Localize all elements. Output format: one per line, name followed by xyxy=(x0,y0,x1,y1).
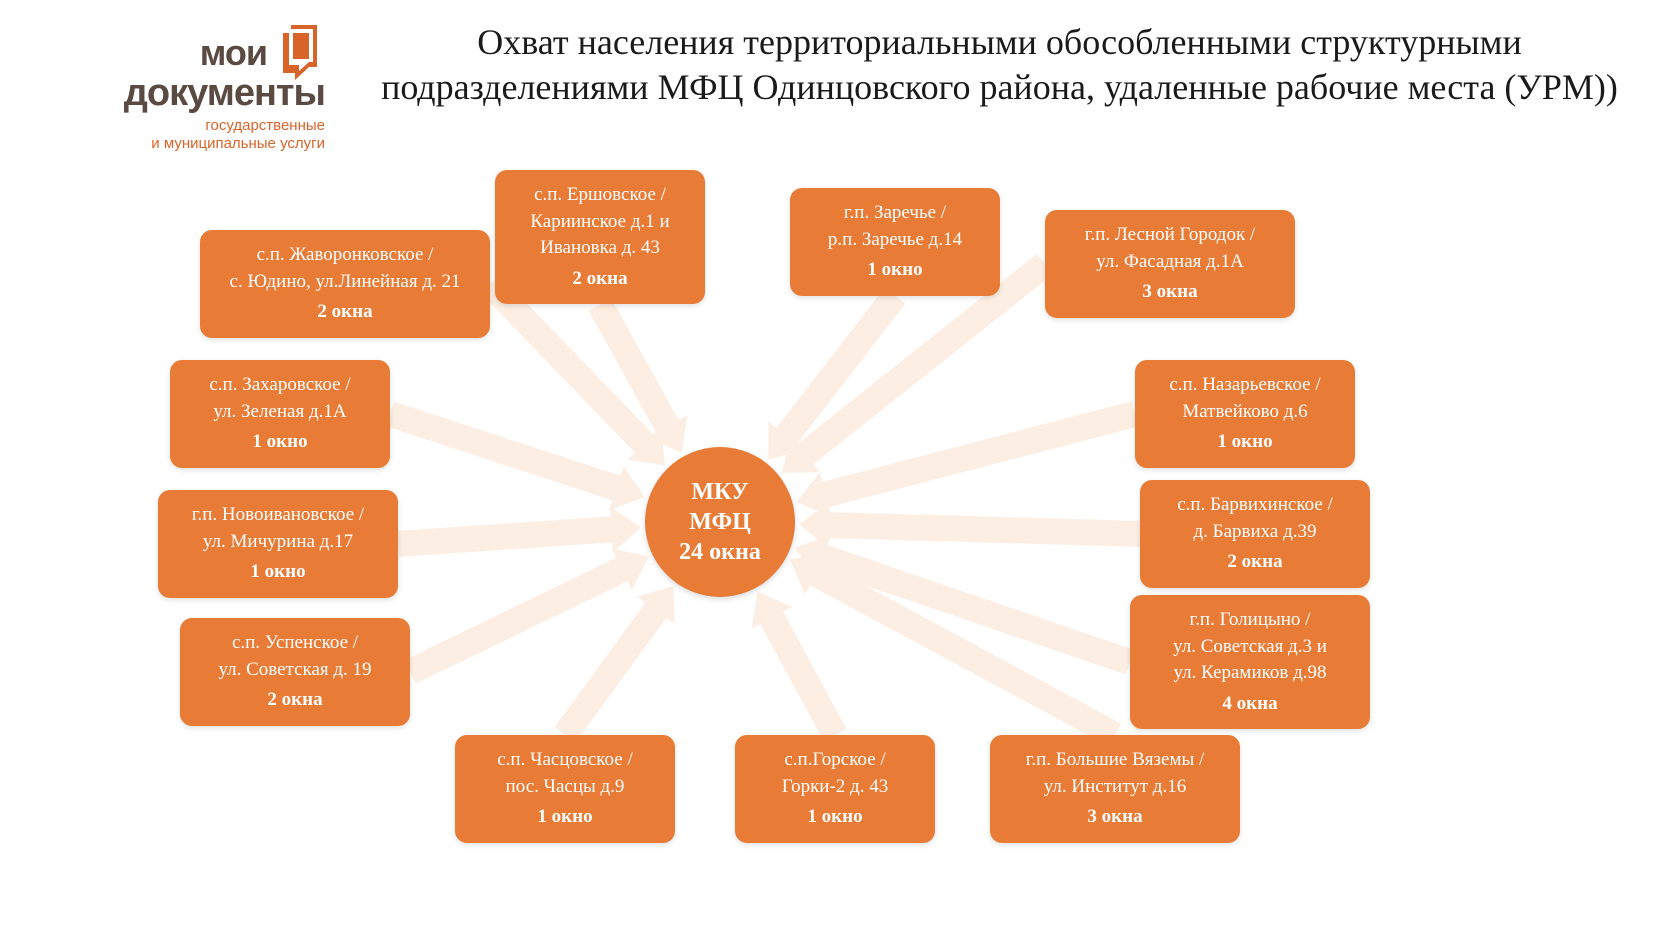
node-label-line: ул. Советская д. 19 xyxy=(198,657,392,684)
logo-icon xyxy=(275,25,325,80)
node-label-line: с.п. Жаворонковское / xyxy=(218,242,472,269)
center-line2: МФЦ xyxy=(689,507,751,537)
logo: мои документы государственные и муниципа… xyxy=(15,25,325,153)
node-label-line: г.п. Новоивановское / xyxy=(176,502,380,529)
node-zakharovskoe: с.п. Захаровское /ул. Зеленая д.1А 1 окно xyxy=(170,360,390,468)
node-label-line: ул. Зеленая д.1А xyxy=(188,399,372,426)
arrow-nazarievskoe xyxy=(796,401,1138,517)
node-label-line: с.п. Назарьевское / xyxy=(1153,372,1337,399)
arrow-vyazemy xyxy=(790,554,1122,747)
logo-subtitle: государственные и муниципальные услуги xyxy=(15,117,325,153)
node-label-line: с.п. Ершовское / xyxy=(513,182,687,209)
node-label-line: с.п. Успенское / xyxy=(198,630,392,657)
node-windows: 3 окна xyxy=(1063,279,1277,306)
arrow-chastsovskoe xyxy=(555,586,675,743)
node-label-line: р.п. Заречье д.14 xyxy=(808,227,982,254)
node-label-line: с.п. Барвихинское / xyxy=(1158,492,1352,519)
node-label-line: ул. Советская д.3 и xyxy=(1148,634,1352,661)
node-label-line: г.п. Большие Вяземы / xyxy=(1008,747,1222,774)
node-label-line: ул. Керамиков д.98 xyxy=(1148,660,1352,687)
node-label-line: ул. Мичурина д.17 xyxy=(176,529,380,556)
node-label-line: ул. Институт д.16 xyxy=(1008,774,1222,801)
node-label-line: пос. Часцы д.9 xyxy=(473,774,657,801)
arrow-zakharovskoe xyxy=(386,402,645,510)
node-windows: 1 окно xyxy=(176,559,380,586)
node-label-line: с. Юдино, ул.Линейная д. 21 xyxy=(218,269,472,296)
node-label-line: г.п. Голицыно / xyxy=(1148,607,1352,634)
node-barvikhinskoe: с.п. Барвихинское /д. Барвиха д.39 2 окна xyxy=(1140,480,1370,588)
node-label-line: г.п. Заречье / xyxy=(808,200,982,227)
node-label-line: Матвейково д.6 xyxy=(1153,399,1337,426)
node-zarechie: г.п. Заречье /р.п. Заречье д.14 1 окно xyxy=(790,188,1000,296)
node-windows: 2 окна xyxy=(1158,549,1352,576)
node-label-line: д. Барвиха д.39 xyxy=(1158,519,1352,546)
node-windows: 1 окно xyxy=(808,257,982,284)
node-zhavoronkovskoe: с.п. Жаворонковское /с. Юдино, ул.Линейн… xyxy=(200,230,490,338)
node-windows: 3 окна xyxy=(1008,804,1222,831)
node-label-line: с.п.Горское / xyxy=(753,747,917,774)
node-windows: 2 окна xyxy=(513,266,687,293)
center-line3: 24 окна xyxy=(679,537,761,567)
arrow-uspenskoe xyxy=(404,549,649,684)
node-lesnoy: г.п. Лесной Городок /ул. Фасадная д.1А 3 … xyxy=(1045,210,1295,318)
node-label-line: Горки-2 д. 43 xyxy=(753,774,917,801)
arrow-zarechie xyxy=(768,288,905,460)
node-windows: 2 окна xyxy=(198,687,392,714)
node-windows: 1 окно xyxy=(753,804,917,831)
node-chastsovskoe: с.п. Часцовское /пос. Часцы д.9 1 окно xyxy=(455,735,675,843)
node-label-line: с.п. Часцовское / xyxy=(473,747,657,774)
node-golitsyno: г.п. Голицыно /ул. Советская д.3 иул. Ке… xyxy=(1130,595,1370,729)
center-line1: МКУ xyxy=(691,477,748,507)
node-gorskoe: с.п.Горское /Горки-2 д. 43 1 окно xyxy=(735,735,935,843)
center-node: МКУМФЦ24 окна xyxy=(645,447,795,597)
arrow-gorskoe xyxy=(752,592,847,742)
logo-text-top: мои xyxy=(200,32,267,74)
node-ershovskoe: с.п. Ершовское /Кариинское д.1 иИвановка… xyxy=(495,170,705,304)
node-uspenskoe: с.п. Успенское /ул. Советская д. 19 2 окн… xyxy=(180,618,410,726)
node-vyazemy: г.п. Большие Вяземы /ул. Институт д.16 3 … xyxy=(990,735,1240,843)
arrow-ershovskoe xyxy=(589,298,688,453)
node-nazarievskoe: с.п. Назарьевское /Матвейково д.6 1 окно xyxy=(1135,360,1355,468)
node-windows: 2 окна xyxy=(218,299,472,326)
node-windows: 1 окно xyxy=(188,429,372,456)
node-windows: 1 окно xyxy=(473,804,657,831)
node-novoivanovskoe: г.п. Новоивановское /ул. Мичурина д.17 1 … xyxy=(158,490,398,598)
node-label-line: Ивановка д. 43 xyxy=(513,235,687,262)
diagram-canvas: МКУМФЦ24 окна с.п. Жаворонковское /с. Юди… xyxy=(0,160,1679,943)
node-label-line: г.п. Лесной Городок / xyxy=(1063,222,1277,249)
page-title: Охват населения территориальными обособл… xyxy=(350,20,1649,110)
node-label-line: ул. Фасадная д.1А xyxy=(1063,249,1277,276)
arrow-novoivanovskoe xyxy=(397,506,641,557)
arrow-barvikhinskoe xyxy=(799,502,1140,548)
arrow-golitsyno xyxy=(795,536,1134,675)
node-windows: 1 окно xyxy=(1153,429,1337,456)
node-windows: 4 окна xyxy=(1148,691,1352,718)
node-label-line: с.п. Захаровское / xyxy=(188,372,372,399)
node-label-line: Кариинское д.1 и xyxy=(513,209,687,236)
